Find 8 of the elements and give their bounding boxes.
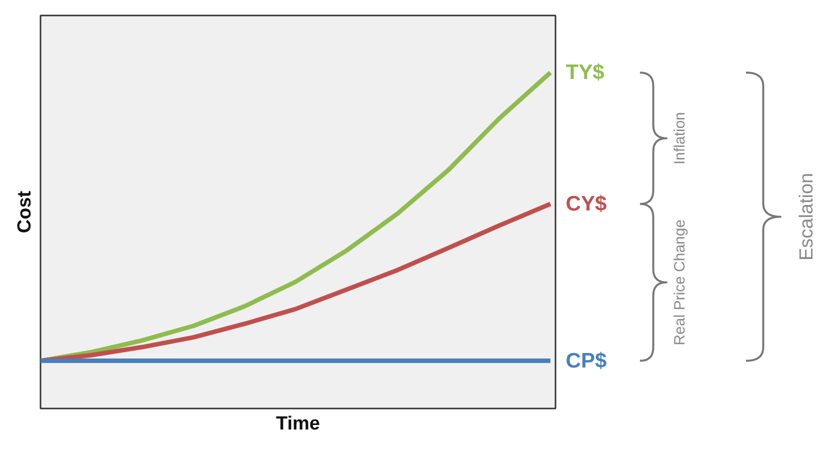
text: Escalation <box>796 172 818 261</box>
x-axis-title: Time <box>276 414 320 434</box>
series-label: CY$ <box>566 192 607 216</box>
series-label: CP$ <box>566 349 607 372</box>
text: Real Price Change <box>671 219 688 346</box>
text: Inflation <box>671 112 688 165</box>
series-label: TY$ <box>566 61 605 84</box>
y-axis-title: Cost <box>14 190 36 234</box>
